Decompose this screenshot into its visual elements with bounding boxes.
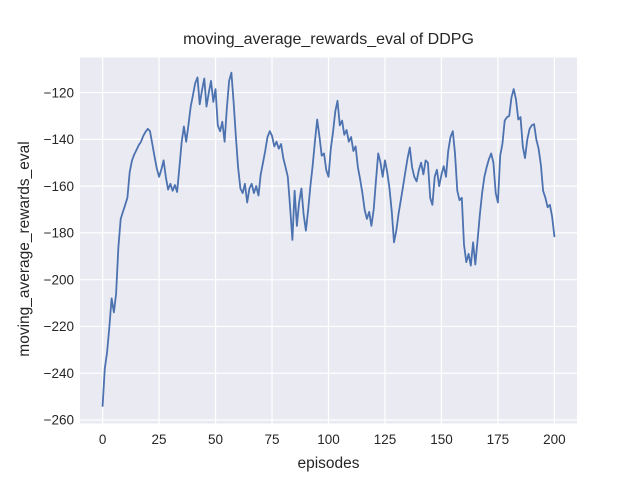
chart-title: moving_average_rewards_eval of DDPG	[183, 31, 474, 48]
y-tick-label: −140	[44, 132, 74, 147]
y-tick-label: −240	[44, 366, 74, 381]
x-tick-label: 25	[152, 432, 167, 447]
reward-line	[101, 71, 556, 407]
y-tick-label: −160	[44, 179, 74, 194]
x-tick-label: 0	[99, 432, 107, 447]
y-axis-label: moving_average_rewards_eval	[16, 141, 33, 357]
y-tick-label: −120	[44, 85, 74, 100]
x-axis-label: episodes	[297, 455, 360, 472]
x-tick-label: 200	[543, 432, 566, 447]
x-tick-label: 75	[265, 432, 280, 447]
x-tick-label: 50	[208, 432, 223, 447]
x-tick-label: 175	[487, 432, 510, 447]
x-tick-label: 100	[317, 432, 340, 447]
y-tick-label: −200	[44, 272, 74, 287]
y-tick-label: −180	[44, 226, 74, 241]
y-tick-label: −220	[44, 319, 74, 334]
x-tick-label: 125	[374, 432, 397, 447]
y-tick-label: −260	[44, 413, 74, 428]
x-tick-label: 150	[430, 432, 453, 447]
